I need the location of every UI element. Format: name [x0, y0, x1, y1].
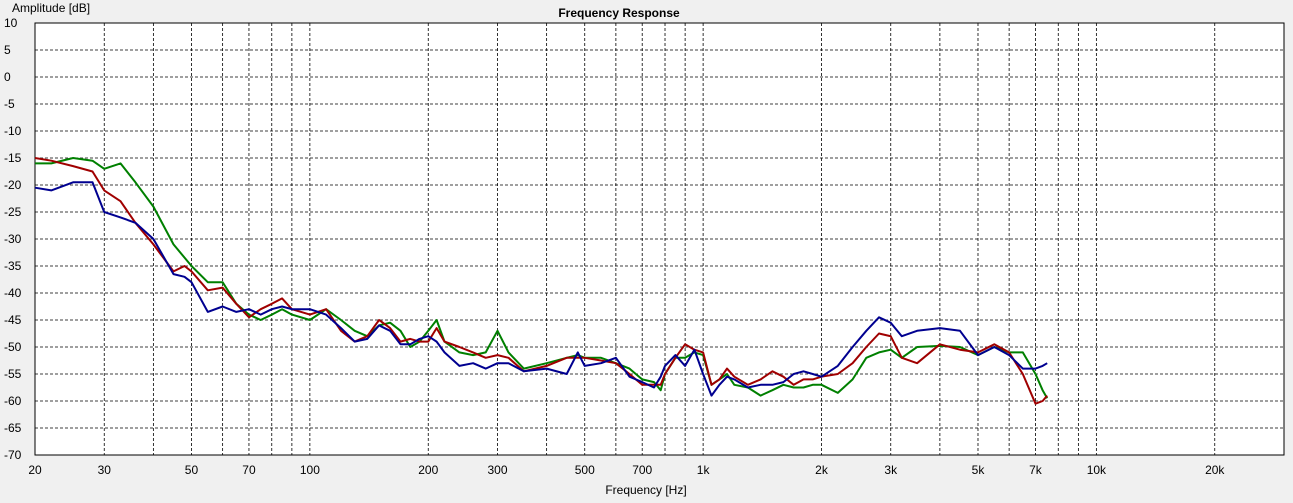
- x-tick-label: 500: [575, 463, 595, 477]
- y-tick-label: -55: [4, 367, 22, 381]
- y-tick-label: -30: [4, 232, 22, 246]
- x-tick-label: 700: [632, 463, 652, 477]
- chart-title: Frequency Response: [558, 6, 680, 20]
- x-tick-label: 7k: [1029, 463, 1043, 477]
- x-tick-label: 200: [418, 463, 438, 477]
- y-tick-label: 5: [4, 43, 11, 57]
- series-line-3: [34, 181, 1048, 397]
- x-tick-label: 20k: [1205, 463, 1225, 477]
- y-tick-label: -50: [4, 340, 22, 354]
- grid-lines: [35, 23, 1284, 455]
- x-tick-label: 50: [185, 463, 199, 477]
- y-tick-label: -60: [4, 394, 22, 408]
- series-lines: [34, 157, 1049, 405]
- y-tick-label: -10: [4, 124, 22, 138]
- y-tick-label: -65: [4, 421, 22, 435]
- y-tick-label: -25: [4, 205, 22, 219]
- y-tick-label: -45: [4, 313, 22, 327]
- x-tick-label: 5k: [972, 463, 986, 477]
- x-tick-label: 100: [300, 463, 320, 477]
- x-tick-labels: 20 30 50 70 100 200 300 500 700 1k 2k 3k 5k 7k 10k 20k: [28, 463, 1225, 477]
- x-tick-label: 30: [98, 463, 112, 477]
- y-tick-label: -5: [4, 97, 15, 111]
- x-axis-label: Frequency [Hz]: [605, 483, 686, 497]
- y-tick-label: -20: [4, 178, 22, 192]
- y-tick-label: -35: [4, 259, 22, 273]
- y-tick-label: -40: [4, 286, 22, 300]
- y-tick-label: 10: [4, 16, 18, 30]
- y-tick-label: -70: [4, 448, 22, 462]
- x-tick-label: 70: [242, 463, 256, 477]
- y-tick-label: -15: [4, 151, 22, 165]
- x-tick-label: 1k: [697, 463, 711, 477]
- y-tick-labels: 10 5 0 -5 -10 -15 -20 -25 -30 -35 -40 -45 -50 -55 -60 -…: [4, 16, 22, 462]
- y-tick-label: 0: [4, 70, 11, 84]
- x-tick-label: 300: [487, 463, 507, 477]
- x-tick-label: 20: [28, 463, 42, 477]
- x-tick-label: 3k: [884, 463, 898, 477]
- y-axis-label: Amplitude [dB]: [12, 1, 90, 15]
- x-tick-label: 10k: [1087, 463, 1107, 477]
- series-line-2: [34, 157, 1048, 405]
- x-tick-label: 2k: [815, 463, 829, 477]
